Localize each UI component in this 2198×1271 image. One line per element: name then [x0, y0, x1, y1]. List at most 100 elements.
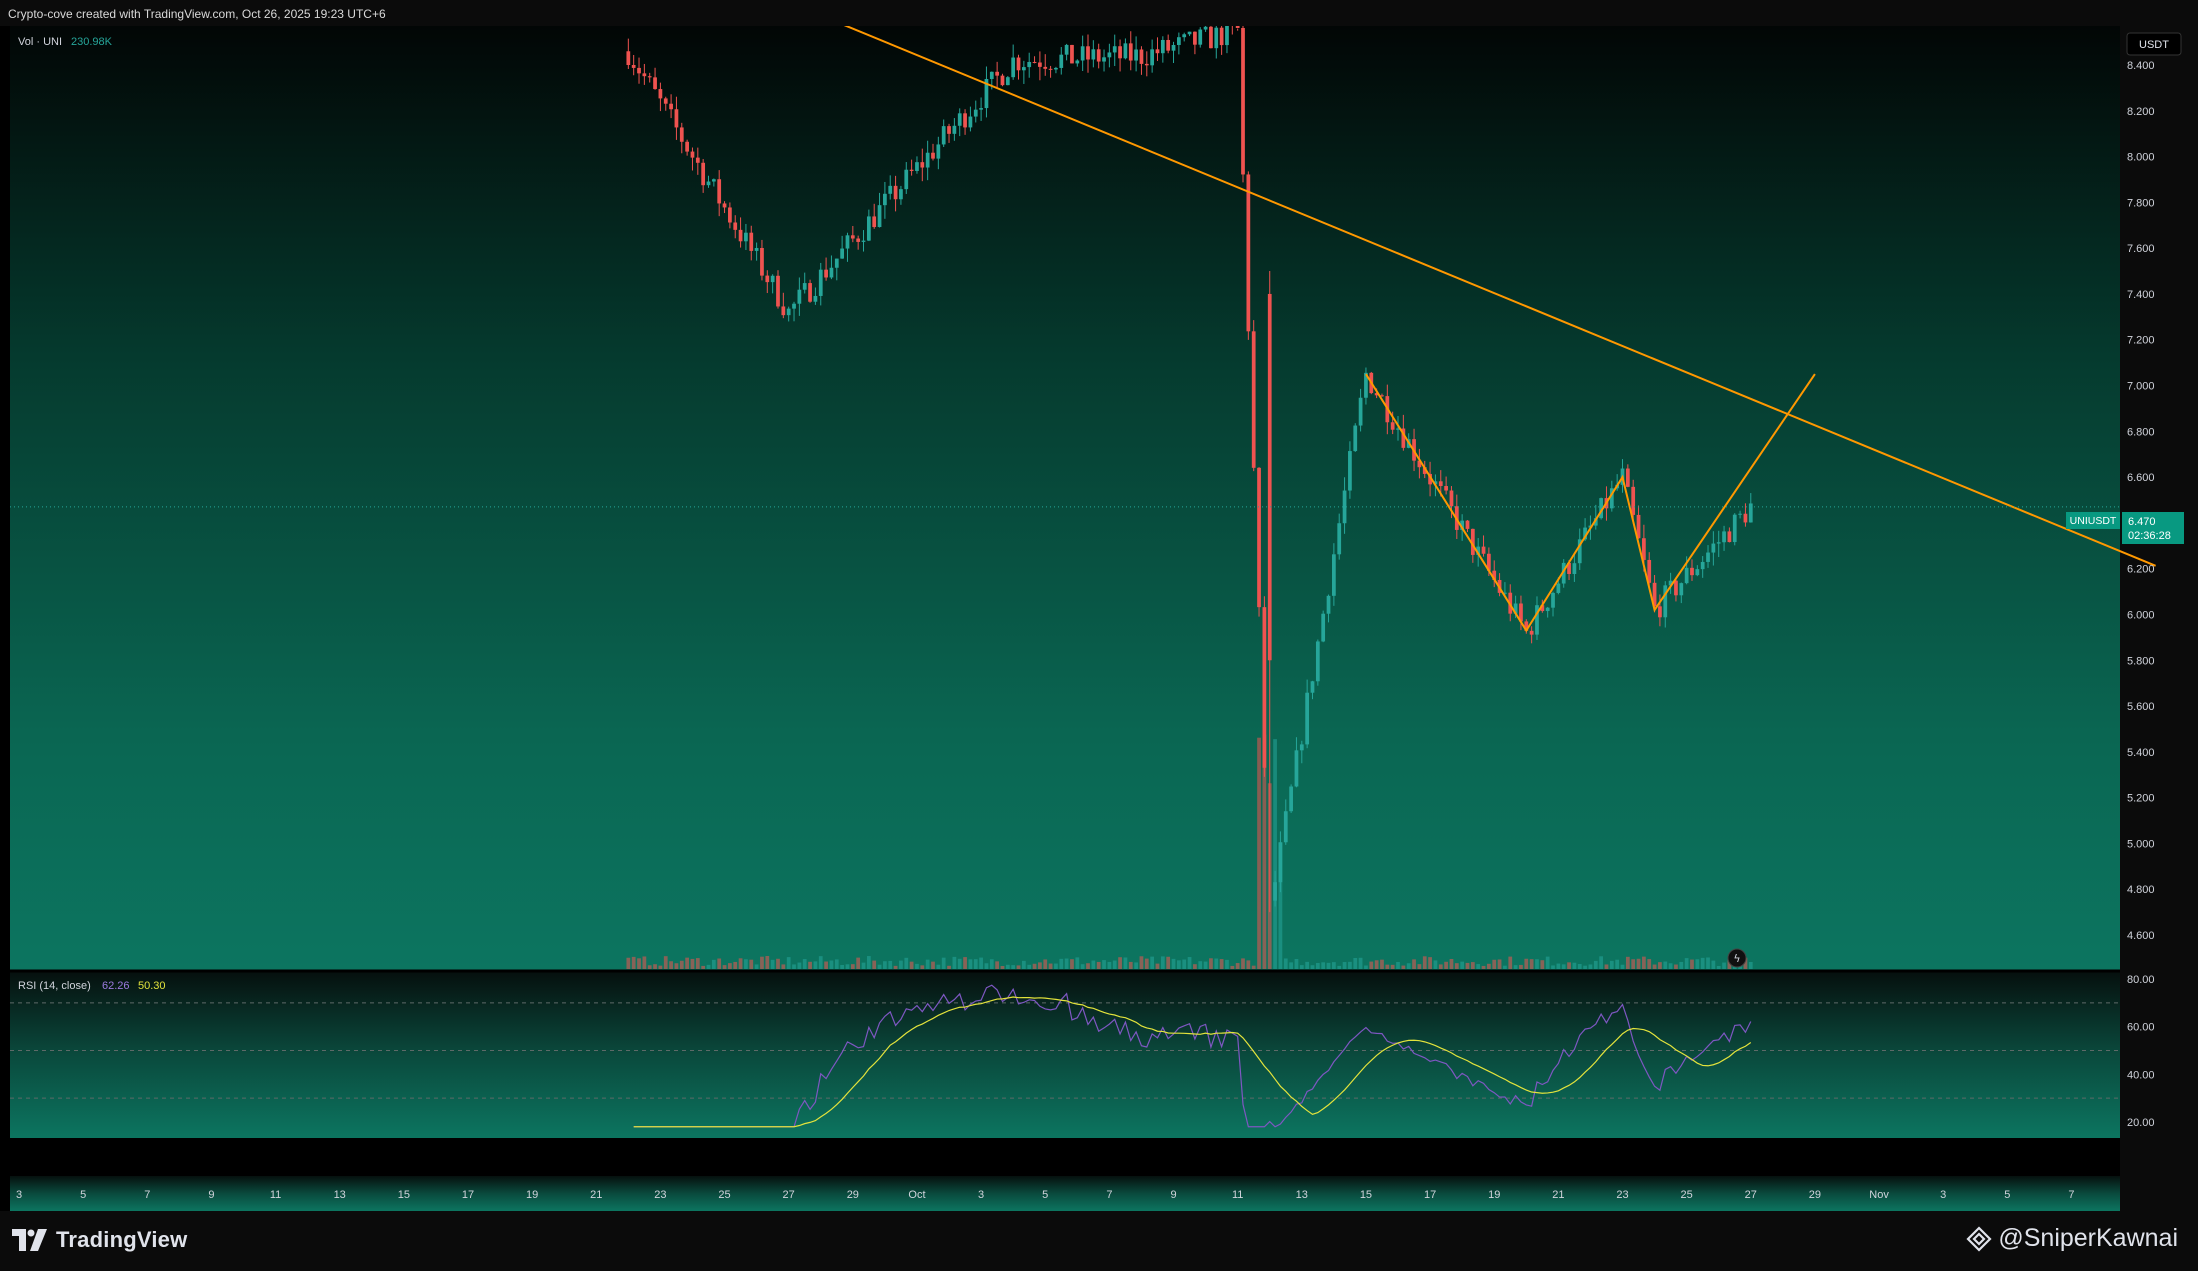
candle-body — [1016, 57, 1021, 71]
volume-bar — [1075, 957, 1080, 969]
time-tick-label: 25 — [718, 1189, 730, 1201]
time-tick-label: 21 — [590, 1189, 602, 1201]
rsi-axis[interactable]: 80.00 60.00 40.00 20.00 — [2127, 974, 2155, 1129]
volume-bar — [1716, 965, 1721, 969]
volume-bar — [770, 959, 775, 969]
time-tick-label: Nov — [1869, 1189, 1889, 1201]
volume-bar — [941, 957, 946, 969]
volume-bar — [1519, 964, 1523, 969]
time-tick-label: 7 — [144, 1189, 150, 1201]
time-tick-label: 11 — [270, 1189, 281, 1201]
candle-body — [1567, 562, 1571, 574]
volume-bar — [690, 958, 695, 969]
volume-bar — [717, 958, 722, 969]
volume-bar — [1433, 960, 1438, 969]
descending-trendline[interactable] — [781, 26, 2157, 567]
chart-area[interactable]: 8.400 8.200 8.000 7.800 7.600 7.400 7.200 7.000… — [0, 26, 2198, 1211]
price-chart[interactable]: 8.400 8.200 8.000 7.800 7.600 7.400 7.200 7.000… — [0, 26, 2198, 1211]
w-pattern-drawing[interactable] — [1365, 373, 1816, 633]
price-pane-background — [10, 26, 2120, 970]
volume-bar — [1476, 964, 1481, 969]
volume-bar — [1508, 956, 1513, 969]
volume-bar — [1080, 964, 1085, 969]
time-tick-label: 7 — [1106, 1189, 1112, 1201]
candle-body — [1374, 393, 1379, 396]
candle-body — [931, 152, 935, 159]
volume-bar — [1679, 961, 1684, 969]
time-tick-label: 19 — [526, 1189, 538, 1201]
time-tick-label: 23 — [1616, 1189, 1628, 1201]
candle-body — [1738, 513, 1742, 515]
price-tick-label: 7.000 — [2127, 381, 2155, 393]
volume-bar — [1599, 956, 1603, 969]
volume-bar — [1166, 956, 1171, 969]
volume-bar — [1369, 961, 1374, 969]
price-axis[interactable]: 8.400 8.200 8.000 7.800 7.600 7.400 7.200 7.000… — [10, 60, 2155, 942]
tradingview-logo[interactable]: TradingView — [12, 1227, 187, 1253]
candle-body — [695, 157, 700, 163]
currency-button[interactable] — [2126, 32, 2182, 56]
candle-body — [1358, 397, 1363, 426]
price-tick-label: 5.600 — [2127, 701, 2155, 713]
volume-bar — [1144, 958, 1149, 969]
candle-body — [1535, 605, 1539, 635]
volume-bar — [695, 958, 700, 969]
candle-body — [685, 141, 689, 152]
candle-body — [979, 108, 983, 110]
candle-body — [1695, 569, 1700, 576]
candle-body — [1289, 786, 1293, 812]
volume-bar — [802, 959, 807, 969]
volume-bar — [883, 961, 887, 969]
volume-bar — [1310, 965, 1315, 969]
candle-body — [1342, 490, 1347, 524]
candle-body — [674, 109, 679, 128]
volume-bar — [824, 961, 828, 969]
candle-body — [1262, 607, 1267, 768]
volume-bar — [1241, 958, 1245, 969]
candle-body — [1636, 514, 1641, 539]
volume-bar — [1588, 964, 1593, 969]
candle-body — [1059, 54, 1064, 68]
volume-bar — [1658, 962, 1662, 969]
volume-bar — [1155, 963, 1160, 969]
candle-body — [1294, 750, 1299, 787]
volume-bar — [1171, 958, 1176, 969]
candle-body — [883, 193, 887, 206]
candle-body — [1305, 692, 1310, 745]
time-tick-label: 3 — [1940, 1189, 1946, 1201]
volume-bar — [1011, 965, 1016, 969]
lightning-icon: ϟ — [1733, 952, 1740, 965]
drawings[interactable] — [781, 26, 2157, 633]
candle-body — [1203, 26, 1208, 30]
candle-body — [1064, 44, 1069, 55]
volume-bar — [1609, 960, 1614, 969]
candle-body — [760, 247, 764, 276]
volume-bars — [626, 734, 1753, 969]
candle-body — [1492, 570, 1497, 580]
candle-body — [1112, 46, 1117, 53]
lightning-button[interactable] — [1727, 948, 1747, 968]
volume-bar — [856, 957, 861, 969]
volume-bar — [818, 956, 823, 969]
candle-body — [1283, 811, 1288, 843]
volume-bar — [786, 957, 791, 969]
price-tick-label: 6.000 — [2127, 609, 2155, 621]
candle-body — [947, 126, 951, 134]
candle-body — [1038, 62, 1042, 67]
time-axis[interactable]: 3 5 7 9 11 13 15 17 19 21 23 25 27 29 Oct 3 5 7 9 11 13 15 17 1… — [16, 1189, 2075, 1201]
candle-body — [1080, 46, 1085, 61]
candle-body — [781, 306, 786, 316]
candle-body — [1027, 61, 1032, 68]
candle-body — [647, 76, 652, 78]
volume-bar — [1128, 961, 1133, 969]
candle-body — [1470, 528, 1475, 555]
candle-body — [1267, 293, 1272, 661]
volume-bar — [765, 956, 770, 969]
volume-bar — [1123, 957, 1128, 969]
volume-bar — [1551, 965, 1555, 969]
candle-body — [1642, 538, 1646, 560]
volume-bar — [1299, 965, 1304, 969]
volume-bar — [1422, 956, 1427, 969]
time-tick-label: 5 — [80, 1189, 86, 1201]
candle-body — [658, 89, 663, 99]
